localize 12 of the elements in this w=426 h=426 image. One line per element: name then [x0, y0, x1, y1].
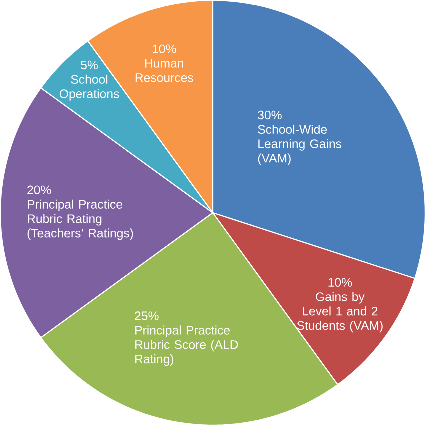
slice-label: School Operations — [60, 74, 120, 101]
slice-label: Gains by Level 1 and 2 Students (VAM) — [297, 292, 383, 333]
data-label: 30% — [258, 110, 282, 120]
slice-label: Principal Practice Rubric Rating (Teachers’ Ratings) — [28, 200, 134, 240]
data-label: 10% — [152, 44, 176, 54]
data-label: 10% — [328, 278, 352, 287]
data-label: 5% — [81, 60, 98, 70]
data-label: 20% — [28, 186, 52, 195]
data-label: 25% — [135, 312, 159, 320]
slice-label: School-Wide Learning Gains (VAM) — [258, 124, 342, 166]
slice-label: Principal Practice Rubric Score (ALD Rating) — [136, 326, 238, 366]
slice-label: Human Resources — [136, 59, 194, 82]
